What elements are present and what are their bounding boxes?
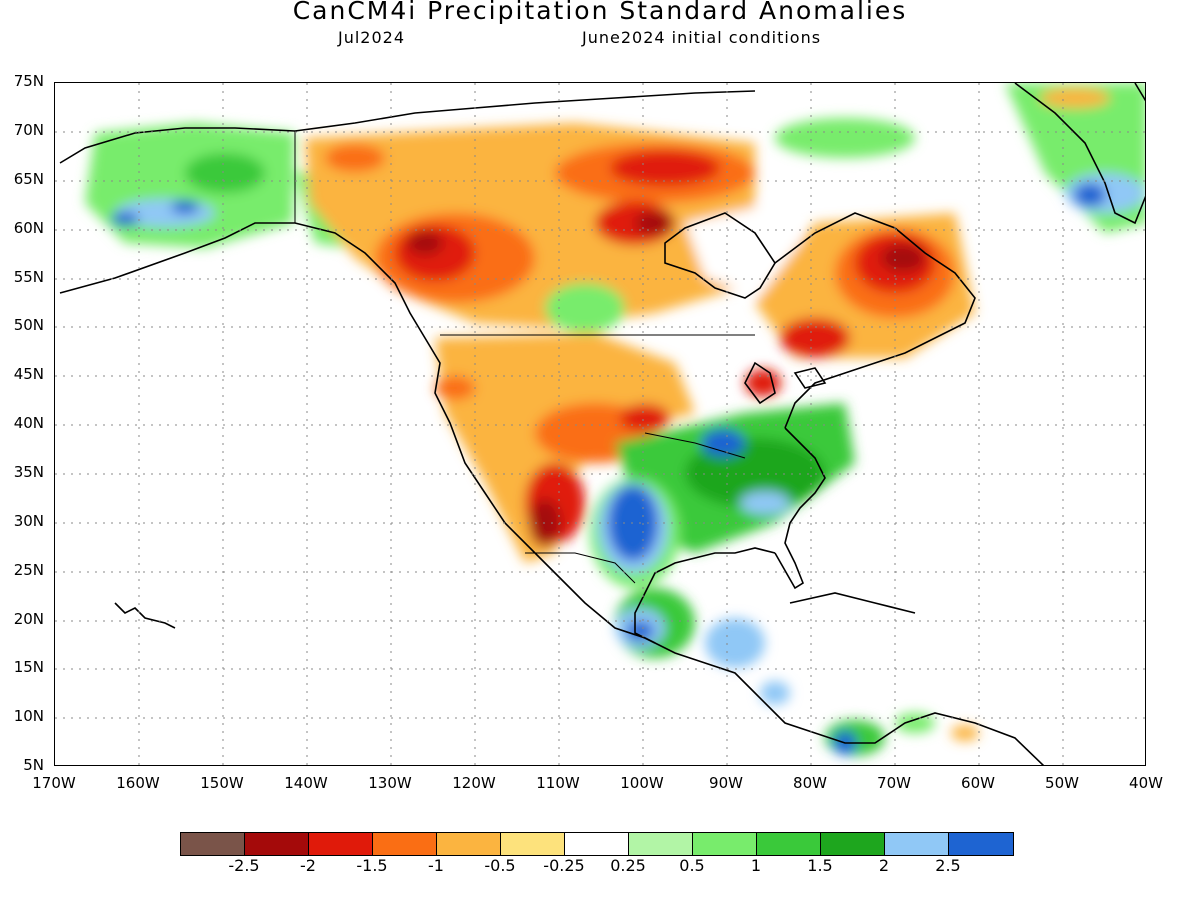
colorbar-label-neg2: -2 <box>300 856 316 875</box>
colorbar-label-neg1: -1 <box>428 856 444 875</box>
lon-label-90w: 90W <box>709 774 743 792</box>
colorbar-box-neg2.5-neg2 <box>245 833 309 855</box>
colorbar-label-0.5: 0.5 <box>679 856 705 875</box>
colorbar-label-2.5: 2.5 <box>935 856 961 875</box>
colorbar-label-1.5: 1.5 <box>807 856 833 875</box>
lon-label-150w: 150W <box>200 774 244 792</box>
lat-label-50n: 50N <box>13 316 44 334</box>
lon-label-160w: 160W <box>116 774 160 792</box>
colorbar <box>180 832 1014 856</box>
lat-label-40n: 40N <box>13 414 44 432</box>
colorbar-box-1.5-2 <box>821 833 885 855</box>
anomaly-map-svg <box>55 83 1145 765</box>
lon-label-40w: 40W <box>1129 774 1163 792</box>
colorbar-label-2: 2 <box>878 856 890 875</box>
colorbar-label-neg2.5: -2.5 <box>228 856 260 875</box>
colorbar-box-gt-2.5 <box>949 833 1013 855</box>
lon-label-70w: 70W <box>877 774 911 792</box>
coastlines <box>59 83 1145 765</box>
lat-label-5n: 5N <box>23 756 44 774</box>
lat-label-25n: 25N <box>13 561 44 579</box>
colorbar-box-neg1.5-neg1 <box>373 833 437 855</box>
lon-label-80w: 80W <box>793 774 827 792</box>
colorbar-box-neg1-neg0.5 <box>437 833 501 855</box>
lat-label-70n: 70N <box>13 121 44 139</box>
lat-label-20n: 20N <box>13 610 44 628</box>
chart-title: CanCM4i Precipitation Standard Anomalies <box>292 0 908 25</box>
anomaly-shading <box>85 83 1145 756</box>
colorbar-label-0.25: 0.25 <box>610 856 646 875</box>
colorbar-box-neg0.5-neg0.25 <box>501 833 565 855</box>
colorbar-box-2-2.5 <box>885 833 949 855</box>
lon-label-60w: 60W <box>961 774 995 792</box>
lat-label-45n: 45N <box>13 365 44 383</box>
init-conditions: June2024 initial conditions <box>582 28 822 47</box>
lat-label-10n: 10N <box>13 707 44 725</box>
colorbar-box-lt-neg2.5 <box>181 833 245 855</box>
colorbar-box-0.25-0.5 <box>629 833 693 855</box>
colorbar-box-0.5-1 <box>693 833 757 855</box>
colorbar-label-neg0.5: -0.5 <box>484 856 516 875</box>
colorbar-box-1-1.5 <box>757 833 821 855</box>
lon-label-100w: 100W <box>620 774 664 792</box>
lat-label-15n: 15N <box>13 658 44 676</box>
colorbar-label-neg1.5: -1.5 <box>356 856 388 875</box>
lon-label-50w: 50W <box>1045 774 1079 792</box>
lat-label-35n: 35N <box>13 463 44 481</box>
lat-label-30n: 30N <box>13 512 44 530</box>
lon-label-140w: 140W <box>284 774 328 792</box>
lat-label-55n: 55N <box>13 268 44 286</box>
graticule <box>55 83 1145 765</box>
lon-label-170w: 170W <box>32 774 76 792</box>
colorbar-box-neg2-neg1.5 <box>309 833 373 855</box>
lat-label-60n: 60N <box>13 219 44 237</box>
colorbar-box-neutral <box>565 833 629 855</box>
lon-label-110w: 110W <box>536 774 580 792</box>
colorbar-label-1: 1 <box>750 856 762 875</box>
lat-label-75n: 75N <box>13 72 44 90</box>
colorbar-label-neg0.25: -0.25 <box>543 856 585 875</box>
valid-month: Jul2024 <box>338 28 406 47</box>
boundaries <box>294 131 755 584</box>
lon-label-130w: 130W <box>368 774 412 792</box>
lon-label-120w: 120W <box>452 774 496 792</box>
anomaly-map <box>54 82 1146 766</box>
lat-label-65n: 65N <box>13 170 44 188</box>
